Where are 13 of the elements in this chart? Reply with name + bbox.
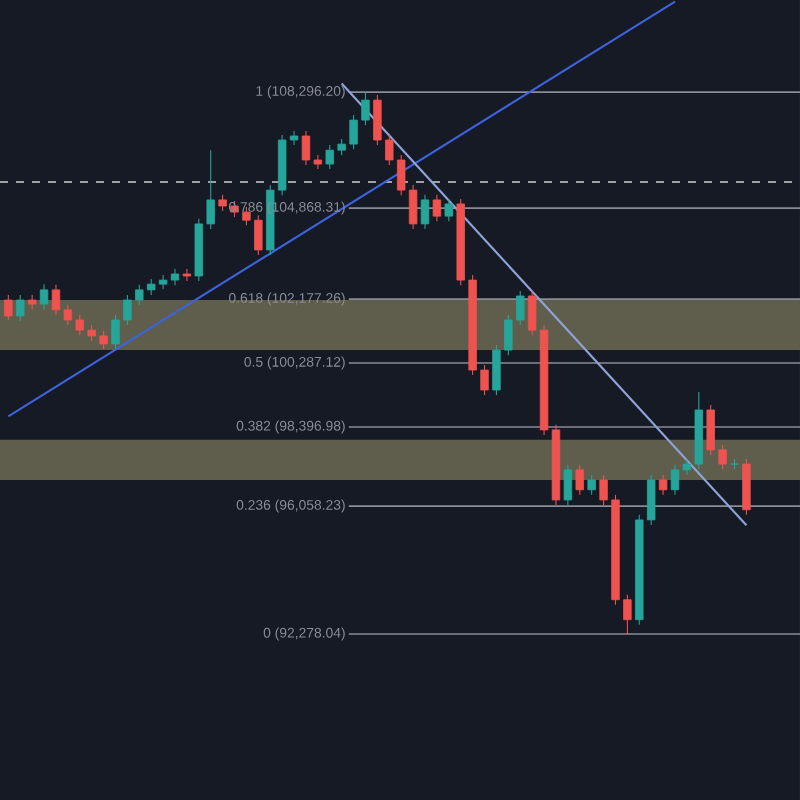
candlestick: [658, 474, 668, 496]
candlestick: [587, 474, 596, 496]
candlestick: [575, 464, 584, 496]
candlestick: [182, 268, 192, 282]
candlestick: [742, 458, 751, 516]
candlestick: [16, 294, 25, 322]
candlestick: [27, 294, 37, 310]
candlestick: [444, 198, 454, 222]
candlestick: [563, 464, 573, 506]
candlestick: [39, 283, 49, 310]
candlestick: [420, 194, 430, 230]
candlestick: [432, 194, 442, 222]
candlestick: [4, 294, 13, 321]
